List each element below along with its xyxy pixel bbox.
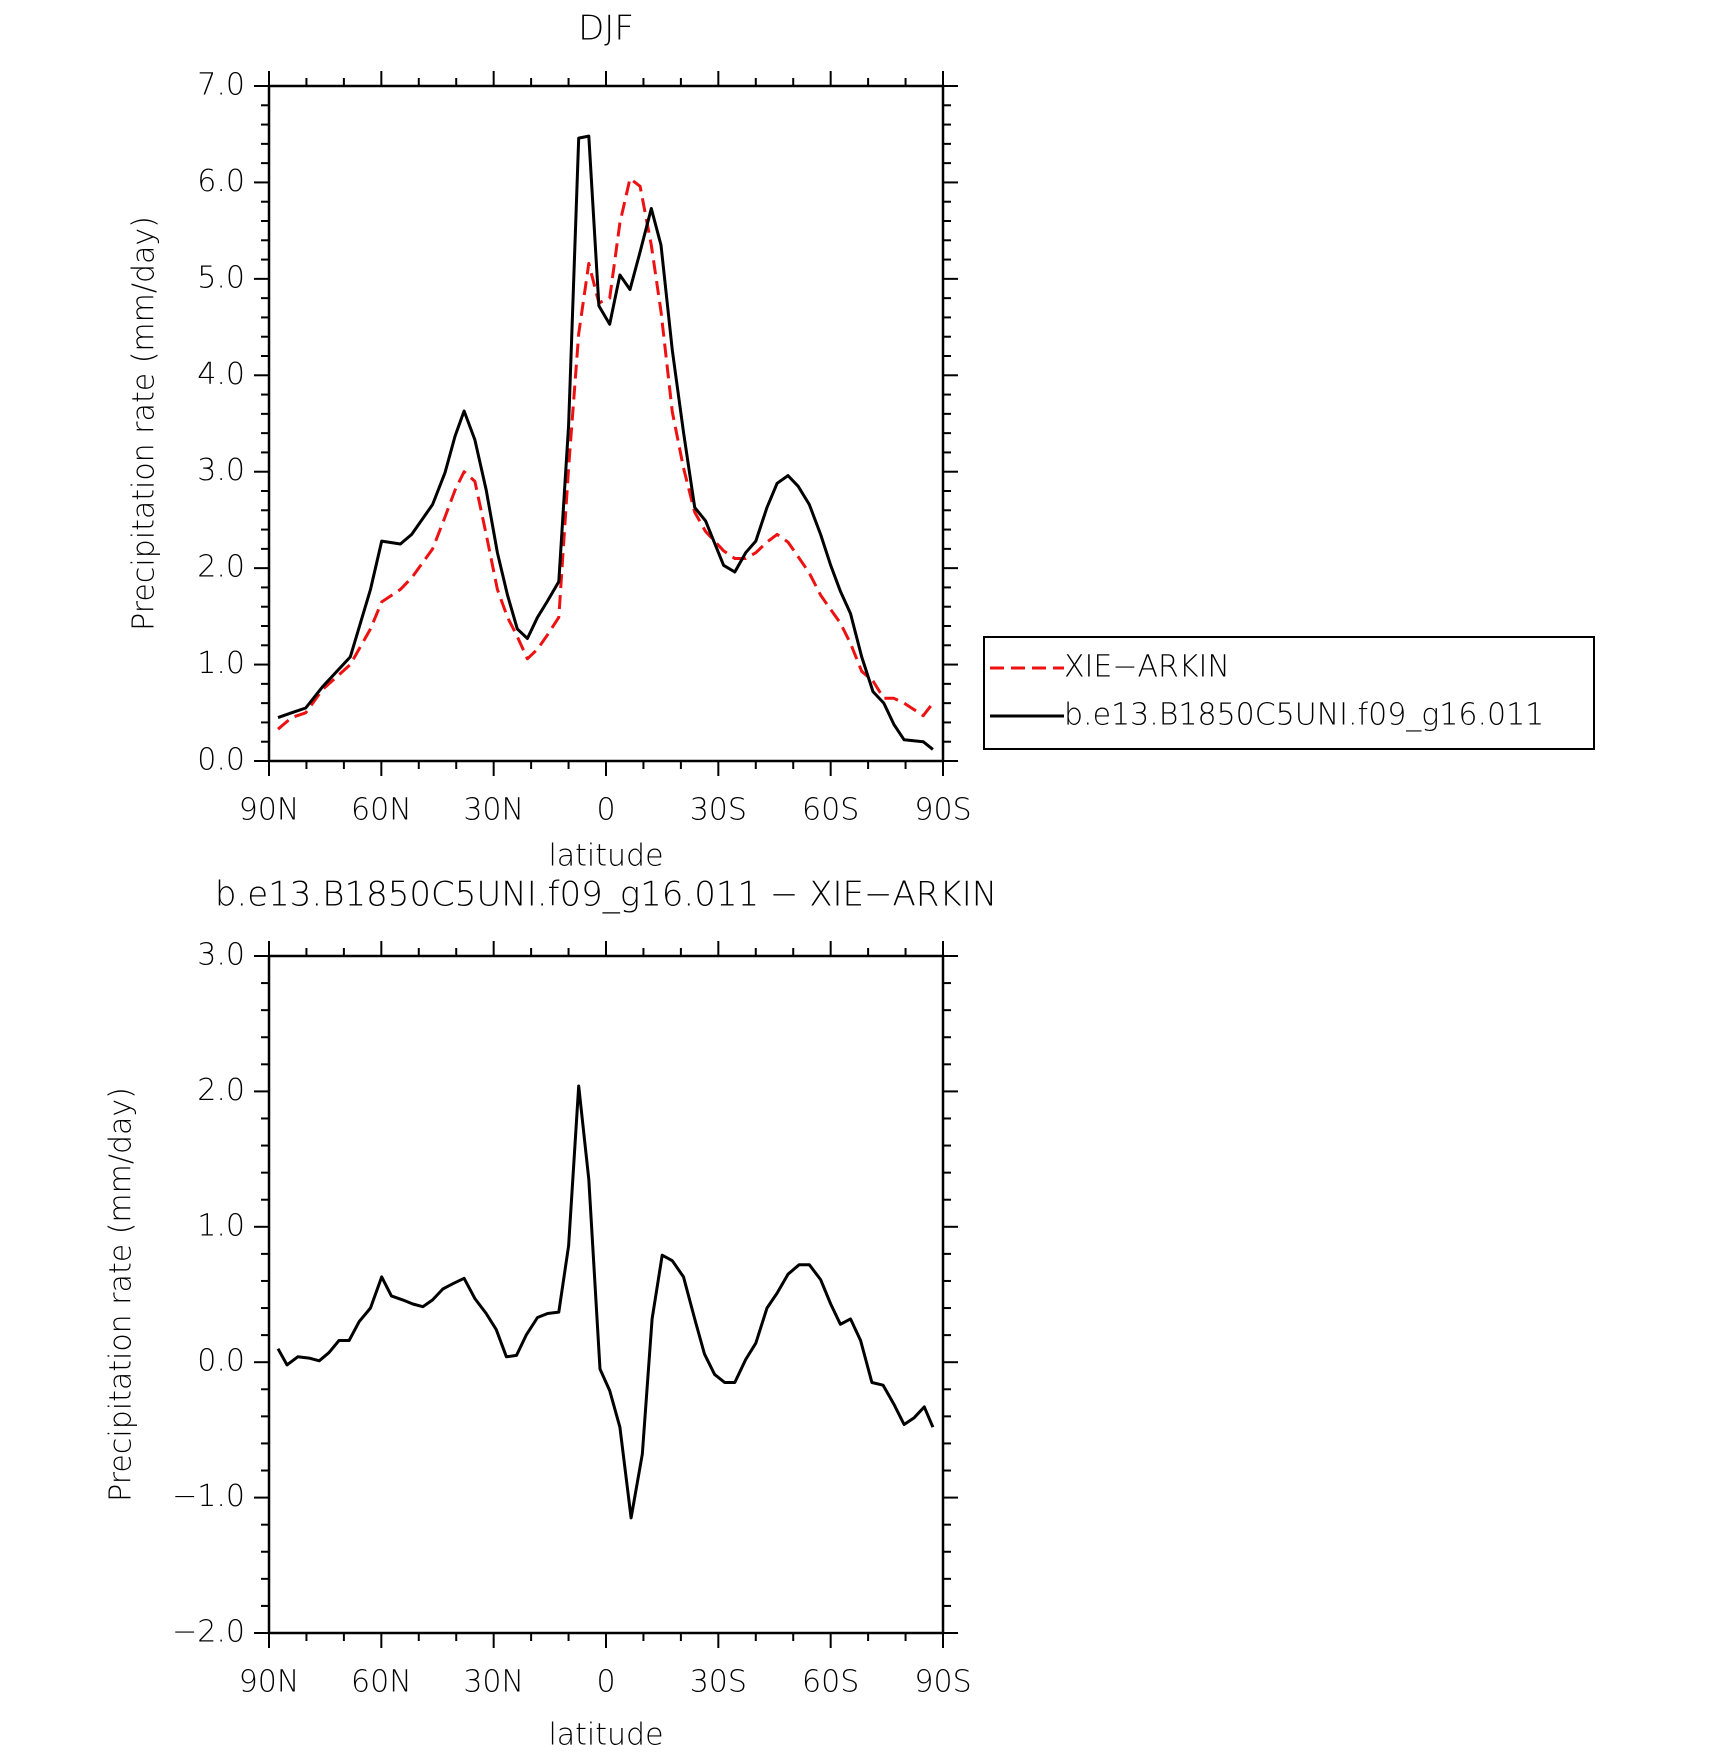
y-tick-label: 4.0 (197, 357, 245, 392)
y-axis-label: Precipitation rate (mm/day) (104, 1087, 139, 1502)
x-tick-label: 60S (802, 793, 859, 828)
x-tick-label: 30S (690, 1665, 747, 1700)
x-tick-label: 60S (802, 1665, 859, 1700)
x-tick-label: 90S (914, 1665, 971, 1700)
plot-frame (267, 954, 945, 1635)
y-tick-label: 1.0 (197, 646, 245, 681)
y-tick-label: 0.0 (197, 743, 245, 778)
y-tick-label: 2.0 (197, 1073, 245, 1108)
series-line (277, 134, 934, 751)
x-tick-label: 90S (914, 793, 971, 828)
x-tick-label: 60N (351, 793, 412, 828)
x-tick-label: 90N (239, 793, 300, 828)
x-tick-label: 90N (239, 1665, 300, 1700)
legend-label: XIE−ARKIN (1064, 650, 1230, 685)
y-tick-label: 3.0 (197, 938, 245, 973)
x-axis-label: latitude (548, 839, 663, 874)
y-tick-label: 7.0 (197, 68, 245, 103)
series-line (277, 177, 935, 731)
y-tick-label: 1.0 (197, 1208, 245, 1243)
chart-title: DJF (578, 9, 634, 49)
legend-box (983, 636, 1595, 750)
y-tick-label: 5.0 (197, 260, 245, 295)
y-tick-label: 6.0 (197, 164, 245, 199)
x-tick-label: 30S (690, 793, 747, 828)
y-tick-label: 3.0 (197, 453, 245, 488)
y-axis-label: Precipitation rate (mm/day) (127, 216, 162, 631)
plot-frame (267, 84, 945, 763)
y-tick-label: 0.0 (197, 1344, 245, 1379)
x-tick-label: 60N (351, 1665, 412, 1700)
y-tick-label: −2.0 (172, 1615, 245, 1650)
x-tick-label: 0 (596, 1665, 615, 1700)
x-axis-label: latitude (548, 1718, 663, 1753)
x-tick-label: 0 (596, 793, 615, 828)
x-tick-label: 30N (463, 1665, 524, 1700)
series-line (276, 1084, 935, 1520)
chart-title: b.e13.B1850C5UNI.f09_g16.011 − XIE−ARKIN (215, 875, 997, 915)
x-tick-label: 30N (463, 793, 524, 828)
legend-label: b.e13.B1850C5UNI.f09_g16.011 (1064, 698, 1544, 733)
y-tick-label: −1.0 (172, 1479, 245, 1514)
y-tick-label: 2.0 (197, 550, 245, 585)
